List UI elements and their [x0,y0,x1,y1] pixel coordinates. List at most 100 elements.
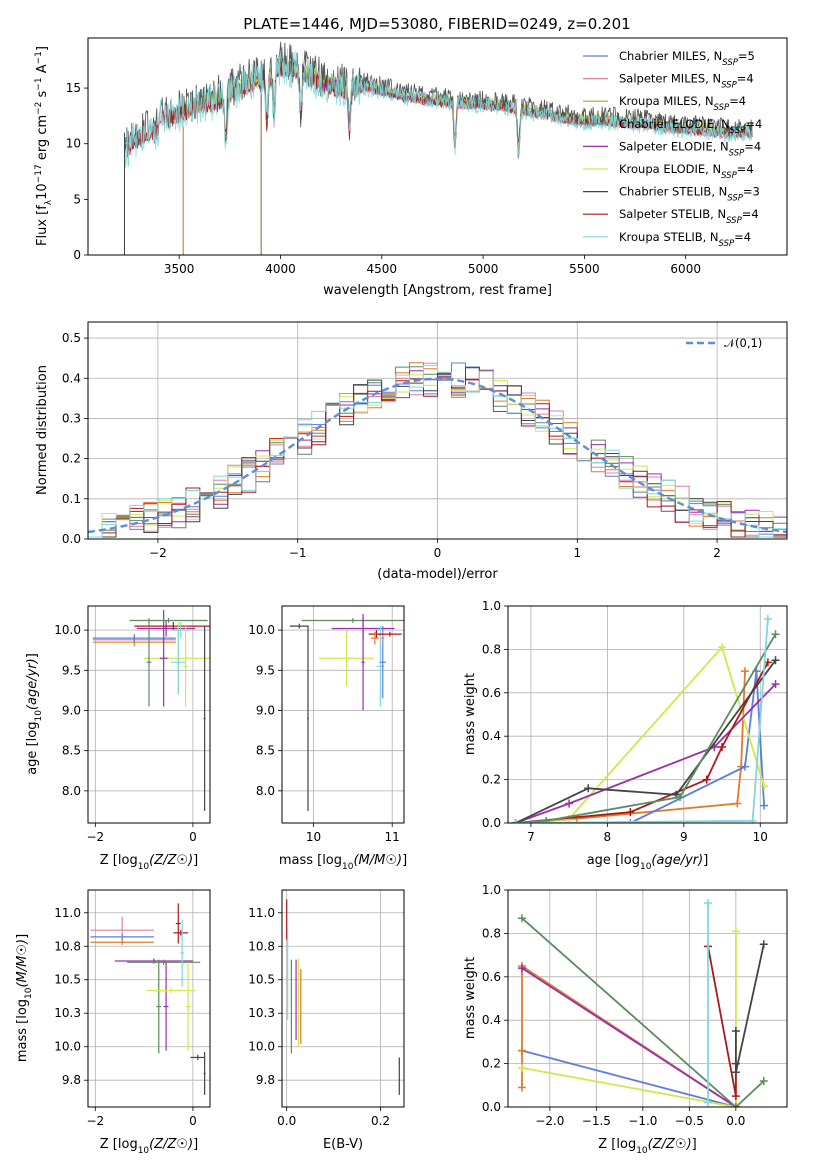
x-tick-label: 7 [527,830,535,844]
x-axis-label: wavelength [Angstrom, rest frame] [323,283,552,298]
y-tick-label: 5 [73,192,81,206]
y-tick-label: 0.1 [62,492,81,506]
x-tick-label: −1.5 [582,1114,611,1128]
weight-line [521,917,765,1107]
y-tick-label: 0.8 [482,642,501,656]
axes-Z-vs-mass-weight: −2.0 −1.5 −1.0 −0.5 0.0 0.0 0.2 0.4 0.6 0.8 1.0 mas… [463,883,788,1156]
axes-residual-histogram: −2 −1 0 1 2 0.0 0.1 0.2 0.3 0.4 0.5 (data-model)/er… [35,321,788,582]
weight-line [515,661,769,823]
legend-label: 𝒩(0,1) [724,336,762,350]
weight-marker [771,630,780,639]
weight-marker [703,899,712,908]
y-tick-label: 10.5 [248,973,275,987]
y-tick-label: 10.0 [248,623,275,637]
weight-marker [718,643,727,652]
weight-marker [731,1027,740,1036]
axes-frame [507,605,788,824]
x-axis-label: mass [log10(M/M☉)] [279,853,407,872]
y-tick-label: 8.0 [62,784,81,798]
x-tick-label: −1 [289,546,307,560]
weight-marker [771,656,780,665]
weight-line [629,670,765,823]
legend-label: Salpeter STELIB, NSSP=4 [619,207,759,226]
y-tick-label: 0.0 [482,1100,501,1114]
weight-marker [760,801,769,810]
weight-marker [740,667,749,676]
x-tick-label: −2 [149,546,167,560]
y-tick-label: 15 [66,81,81,95]
x-tick-label: 10 [306,830,321,844]
weight-marker [733,799,742,808]
weight-line [515,659,777,823]
weight-marker [731,1068,740,1077]
y-tick-label: 0 [73,248,81,262]
x-tick-label: 1 [573,546,581,560]
x-tick-label: 2 [713,546,721,560]
y-tick-label: 0.0 [482,816,501,830]
weight-marker [740,762,749,771]
x-tick-label: 10 [753,830,768,844]
weight-line [707,946,737,1097]
x-tick-label: 9 [680,830,688,844]
weight-marker [517,1063,526,1072]
plot-area-mass-vs-age [289,614,404,811]
x-tick-label: 5000 [468,262,499,276]
legend-label: Chabrier MILES, NSSP=5 [619,49,755,68]
x-axis-label: Z [log10(Z/Z☉)] [598,1137,696,1156]
x-tick-label: 4500 [367,262,398,276]
x-axis-label: age [log10(age/yr)] [587,853,709,872]
weight-marker [771,680,780,689]
y-tick-label: 9.5 [62,663,81,677]
x-tick-label: −2.0 [535,1114,564,1128]
axes-frame [87,605,211,824]
y-tick-label: 10.8 [54,939,81,953]
y-tick-label: 9.0 [62,703,81,717]
plot-area-residual-histogram [88,362,787,538]
y-tick-label: 0.2 [482,1057,501,1071]
y-axis-label: mass weight [463,957,478,1039]
legend-label: Salpeter ELODIE, NSSP=4 [619,139,761,158]
y-tick-label: 10.0 [54,623,81,637]
y-tick-label: 0.5 [62,331,81,345]
y-tick-label: 0.2 [482,773,501,787]
weight-marker [511,819,520,823]
y-tick-label: 10.0 [248,1040,275,1054]
x-tick-label: 0 [189,1114,197,1128]
x-axis-label: Z [log10(Z/Z☉)] [100,1137,198,1156]
x-tick-label: 8 [604,830,612,844]
y-axis-label: Normed distribution [35,365,50,495]
axes-age-vs-mass-weight: 7 8 9 10 0.0 0.2 0.4 0.6 0.8 1.0 mass weight age [l… [463,599,788,872]
axes-spectrum: 3500 4000 4500 5000 5500 6000 0 5 10 15 wavelength… [34,37,788,298]
y-tick-label: 0.4 [482,1013,501,1027]
y-tick-label: 0.4 [62,371,81,385]
y-tick-label: 11.0 [248,906,275,920]
y-tick-label: 1.0 [482,599,501,613]
y-tick-label: 8.5 [62,744,81,758]
y-tick-label: 9.0 [256,703,275,717]
y-tick-label: 10.0 [54,1040,81,1054]
weight-marker [760,782,769,791]
weight-marker [626,808,635,817]
weight-line [521,1049,737,1107]
axes-frame [281,889,405,1108]
x-tick-label: 0 [189,830,197,844]
x-tick-label: −2 [86,830,104,844]
weight-marker [517,914,526,923]
y-tick-label: 1.0 [482,883,501,897]
weight-marker [584,784,593,793]
x-tick-label: 0 [434,546,442,560]
x-tick-label: 0.0 [277,1114,296,1128]
y-tick-label: 0.0 [62,532,81,546]
x-axis-label: Z [log10(Z/Z☉)] [100,853,198,872]
weight-marker [675,792,684,801]
legend: Chabrier MILES, NSSP=5 Salpeter MILES, NS… [583,49,762,249]
plot-area-Z-vs-mass-weight [517,899,768,1107]
y-tick-label: 10.5 [54,973,81,987]
axes-EBV-vs-mass: 0.0 0.2 9.8 10.0 10.3 10.5 10.8 11.0 E(B-V) [248,889,405,1152]
x-tick-label: 6000 [670,262,701,276]
y-axis-label: Flux [fλ10−17 erg cm−2 s−1 A−1] [34,46,54,246]
gaussian-curve [88,377,787,534]
y-tick-label: 10 [66,137,81,151]
axes-Z-vs-age: −2 0 8.0 8.5 9.0 9.5 10.0 Z [log10(Z/Z☉)] age [l… [25,605,211,872]
